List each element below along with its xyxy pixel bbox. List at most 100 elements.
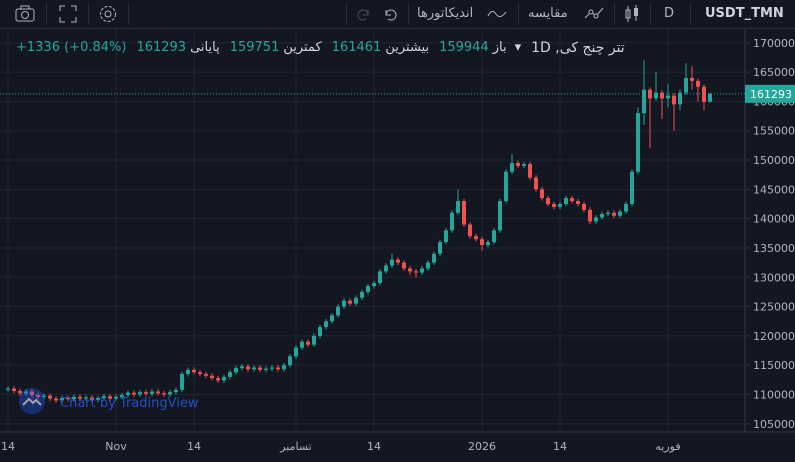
- candle-body: [288, 356, 292, 366]
- candle-body: [258, 367, 262, 370]
- y-tick-label: 150000: [753, 154, 795, 167]
- candle-body: [162, 393, 166, 395]
- candle-body: [510, 162, 514, 172]
- candle-body: [450, 212, 454, 231]
- last-price-label: 161293: [750, 88, 792, 101]
- candle-body: [486, 242, 490, 246]
- candle-body: [504, 171, 508, 202]
- compare-button[interactable]: مقایسه: [528, 6, 568, 21]
- candle-body: [426, 262, 430, 269]
- separator: [650, 3, 651, 25]
- candle-body: [360, 291, 364, 298]
- candle-body: [594, 217, 598, 222]
- legend: +1336 (+0.84%) 161293 پایانی 159751 کمتر…: [16, 40, 625, 56]
- candle-body: [24, 391, 28, 394]
- screenshot-icon[interactable]: [14, 4, 36, 32]
- candle-body: [678, 92, 682, 105]
- y-tick-label: 125000: [753, 301, 795, 314]
- interval-button[interactable]: D: [664, 6, 675, 21]
- candle-body: [684, 77, 688, 93]
- candle-body: [42, 395, 46, 397]
- y-tick-label: 170000: [753, 37, 795, 50]
- candle-body: [468, 224, 472, 237]
- candle-body: [30, 391, 34, 396]
- x-tick-label: 14: [367, 440, 381, 453]
- separator: [346, 3, 347, 25]
- low-value: 159751: [229, 40, 280, 55]
- candle-body: [186, 369, 190, 374]
- grid: [0, 29, 745, 432]
- compare-icon: [584, 7, 604, 19]
- candle-body: [456, 201, 460, 213]
- indicators-button[interactable]: اندیکاتورها: [417, 6, 474, 21]
- x-tick-label: 14: [553, 440, 567, 453]
- separator: [46, 3, 47, 25]
- candle-body: [312, 335, 316, 345]
- high-value: 161461: [331, 40, 382, 55]
- x-tick-label: تسامبر: [279, 440, 312, 453]
- candle-body: [144, 392, 148, 394]
- candle-body: [354, 297, 358, 304]
- toolbar: اندیکاتورها مقایسه D USDT_TMN: [0, 0, 795, 29]
- candle-body: [204, 373, 208, 376]
- fullscreen-icon[interactable]: [58, 4, 78, 32]
- candle-body: [330, 315, 334, 322]
- redo-icon[interactable]: [354, 4, 372, 32]
- y-tick-label: 115000: [753, 359, 795, 372]
- candle-body: [438, 242, 442, 254]
- candle-body: [108, 396, 112, 399]
- candle-body: [576, 201, 580, 204]
- separator: [408, 3, 409, 25]
- candle-body: [348, 300, 352, 304]
- candle-body: [132, 392, 136, 395]
- candle-body: [396, 259, 400, 263]
- candle-body: [156, 391, 160, 394]
- candle-body: [264, 368, 268, 370]
- candle-body: [384, 265, 388, 272]
- settings-icon[interactable]: [97, 3, 119, 31]
- candle-body: [696, 80, 700, 87]
- candle-body: [618, 211, 622, 216]
- candle-body: [78, 396, 82, 399]
- candle-body: [666, 95, 670, 99]
- candle-body: [378, 271, 382, 284]
- candle-body: [114, 396, 118, 399]
- candle-body: [462, 201, 466, 225]
- watermark-text: Chart by TradingView: [60, 396, 199, 411]
- dropdown-arrow[interactable]: ▾: [514, 40, 522, 55]
- candle-body: [282, 365, 286, 370]
- candle-body: [630, 171, 634, 204]
- low-label: کمترین: [283, 40, 322, 55]
- candle-body: [516, 162, 520, 166]
- candle-body: [90, 397, 94, 400]
- candle-body: [624, 203, 628, 212]
- candle-body: [690, 77, 694, 81]
- candle-body: [444, 230, 448, 243]
- separator: [690, 3, 691, 25]
- candle-body: [300, 341, 304, 348]
- candle-body: [342, 300, 346, 307]
- candle-body: [390, 259, 394, 266]
- candle-body: [570, 198, 574, 202]
- open-value: 159944: [439, 40, 489, 55]
- separator: [614, 3, 615, 25]
- candle-body: [306, 341, 310, 345]
- candle-body: [648, 89, 652, 99]
- candle-body: [366, 286, 370, 292]
- candle-body: [246, 366, 250, 370]
- symbol-button[interactable]: USDT_TMN: [705, 6, 784, 21]
- y-tick-label: 120000: [753, 330, 795, 343]
- candle-body: [252, 367, 256, 370]
- candle-body: [198, 372, 202, 374]
- x-tick-label: 14: [187, 440, 201, 453]
- candle-body: [474, 236, 478, 240]
- undo-icon[interactable]: [382, 4, 400, 32]
- candle-body: [150, 391, 154, 394]
- high-label: بیشترین: [385, 40, 430, 55]
- chart: 105000 110000 115000 120000 125000 130000 1350…: [0, 29, 795, 453]
- candle-body: [582, 203, 586, 210]
- candle-body: [654, 92, 658, 99]
- chart-type-icon[interactable]: [622, 3, 642, 31]
- y-tick-label: 105000: [753, 418, 795, 431]
- candle-body: [168, 392, 172, 395]
